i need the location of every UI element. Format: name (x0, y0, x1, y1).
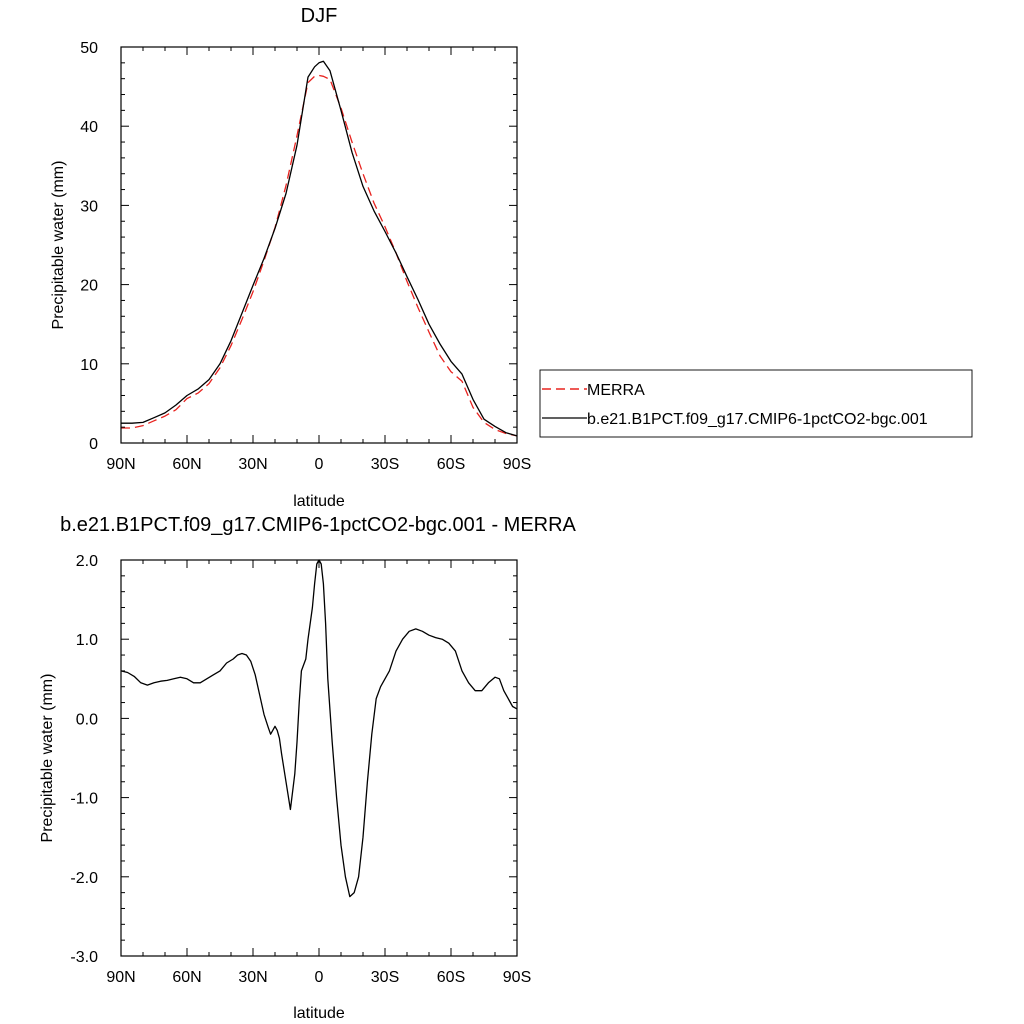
series-layer (121, 60, 518, 437)
legend-box (539, 369, 973, 438)
chart-difference: b.e21.B1PCT.f09_g17.CMIP6-1pctCO2-bgc.00… (39, 514, 577, 1022)
tick-layer: 90N 60N 30N 0 30S 60S 90S 0 10 20 30 40 50 (80, 40, 531, 473)
x-tick-label: 90N (106, 969, 135, 986)
series-line-b-e21-b1pct-f09-g17-cmip6-1pctco2-bgc-001 (121, 60, 518, 437)
series-line-merra (121, 74, 518, 437)
x-tick-label: 60N (172, 456, 201, 473)
x-tick-label: 30S (371, 456, 399, 473)
series-line-difference (120, 559, 518, 898)
y-tick-label: 20 (80, 278, 98, 295)
y-tick-label: 30 (80, 198, 98, 215)
x-axis-title: latitude (293, 1005, 345, 1022)
chart-title: b.e21.B1PCT.f09_g17.CMIP6-1pctCO2-bgc.00… (60, 514, 576, 536)
x-tick-label: 60S (437, 456, 465, 473)
x-tick-label: 30N (238, 456, 267, 473)
x-tick-label: 90S (503, 456, 531, 473)
series-layer (120, 559, 518, 898)
y-tick-label: 40 (80, 119, 98, 136)
x-axis-title: latitude (293, 493, 345, 510)
y-tick-label: 0 (89, 436, 98, 453)
legend-label-model: b.e21.B1PCT.f09_g17.CMIP6-1pctCO2-bgc.00… (587, 411, 928, 428)
x-tick-label: 30S (371, 969, 399, 986)
x-tick-label: 30N (238, 969, 267, 986)
x-tick-label: 90S (503, 969, 531, 986)
legend: MERRA b.e21.B1PCT.f09_g17.CMIP6-1pctCO2-… (539, 369, 973, 438)
x-tick-label: 0 (315, 969, 324, 986)
y-tick-label: 1.0 (76, 632, 98, 649)
y-axis-title: Precipitable water (mm) (50, 161, 67, 330)
x-tick-label: 60N (172, 969, 201, 986)
y-tick-label: 0.0 (76, 711, 98, 728)
y-tick-label: -1.0 (70, 791, 98, 808)
x-tick-label: 90N (106, 456, 135, 473)
chart-djf: DJF Precipitable water (mm) latitude 90N… (50, 5, 973, 510)
plot-frame (120, 46, 518, 444)
tick-layer: 90N 60N 30N 0 30S 60S 90S 2.0 1.0 0.0 -1.0 -2.0 -3.0 (70, 553, 531, 986)
x-tick-label: 60S (437, 969, 465, 986)
x-tick-label: 0 (315, 456, 324, 473)
y-tick-label: 10 (80, 357, 98, 374)
legend-label-merra: MERRA (587, 382, 645, 399)
chart-title: DJF (301, 5, 338, 27)
y-tick-label: 2.0 (76, 553, 98, 570)
y-tick-label: -2.0 (70, 870, 98, 887)
y-tick-label: -3.0 (70, 949, 98, 966)
y-tick-label: 50 (80, 40, 98, 57)
y-axis-title: Precipitable water (mm) (39, 674, 56, 843)
plot-frame (120, 559, 518, 957)
